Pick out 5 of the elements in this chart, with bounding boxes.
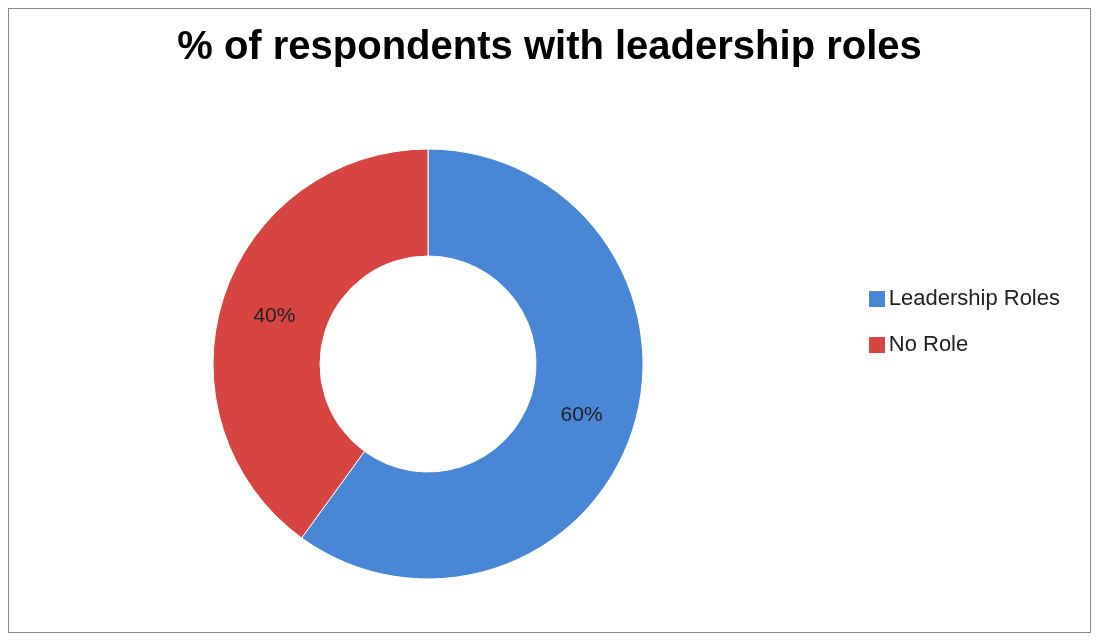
legend-label: Leadership Roles [888,284,1060,310]
data-label: 40% [253,302,296,326]
legend-label: No Role [888,330,969,356]
chart-title: % of respondents with leadership roles [176,23,923,68]
data-label: 60% [560,402,603,426]
